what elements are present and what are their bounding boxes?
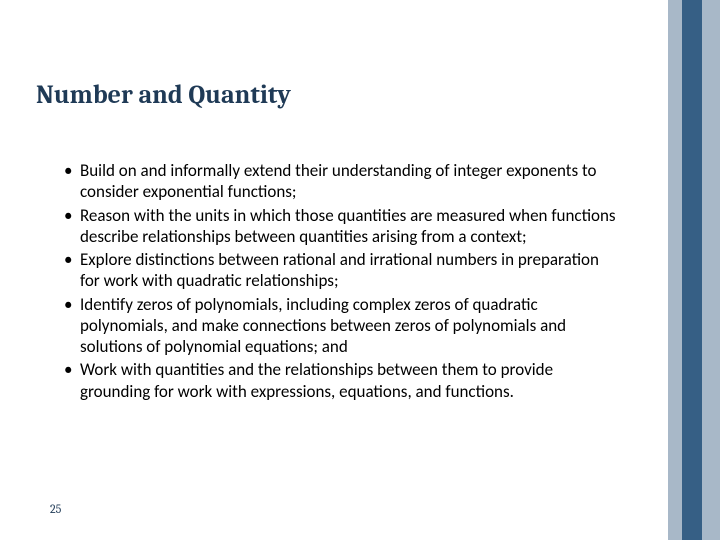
bullet-list: Build on and informally extend their und… bbox=[60, 160, 620, 402]
list-item: Identify zeros of polynomials, including… bbox=[60, 294, 620, 358]
slide: Number and Quantity Build on and informa… bbox=[0, 0, 720, 540]
list-item: Work with quantities and the relationshi… bbox=[60, 359, 620, 402]
page-number: 25 bbox=[50, 502, 61, 516]
slide-content: Build on and informally extend their und… bbox=[60, 160, 620, 404]
stripe-left bbox=[668, 0, 682, 540]
stripe-right bbox=[702, 0, 720, 540]
list-item: Explore distinctions between rational an… bbox=[60, 249, 620, 292]
slide-title: Number and Quantity bbox=[36, 80, 291, 110]
decorative-side-stripe bbox=[668, 0, 720, 540]
stripe-middle bbox=[682, 0, 702, 540]
list-item: Build on and informally extend their und… bbox=[60, 160, 620, 203]
list-item: Reason with the units in which those qua… bbox=[60, 205, 620, 248]
